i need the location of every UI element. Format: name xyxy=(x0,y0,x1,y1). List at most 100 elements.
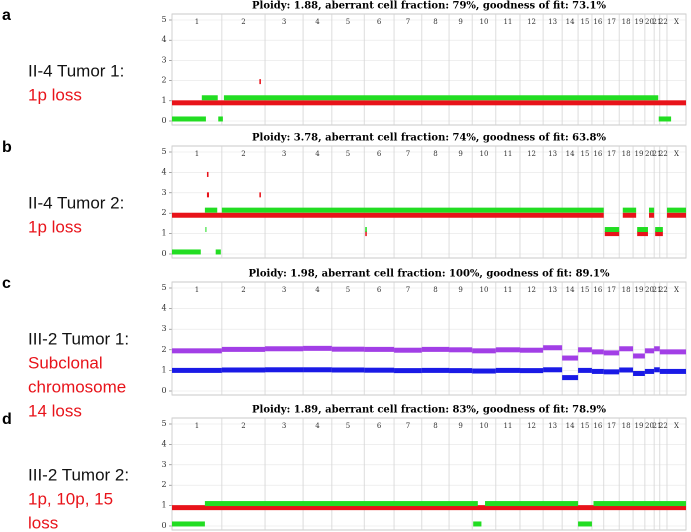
y-tick-label: 4 xyxy=(161,439,166,448)
copy-number-segment xyxy=(644,368,655,374)
chromosome-label: 7 xyxy=(406,150,410,158)
chromosome-label: 22 xyxy=(659,18,668,26)
chromosome-label: 5 xyxy=(346,150,350,158)
chromosome-label: 14 xyxy=(566,18,575,26)
chromosome-label: 2 xyxy=(241,422,245,430)
plot-frame xyxy=(171,13,687,126)
chromosome-label: X xyxy=(674,18,679,26)
copy-number-segment xyxy=(331,346,365,352)
y-tick-label: 4 xyxy=(161,167,166,176)
copy-number-segment xyxy=(364,367,395,373)
y-tick-label: 0 xyxy=(161,386,166,395)
chromosome-label: 14 xyxy=(566,422,575,430)
copy-number-segment xyxy=(365,231,367,237)
chromosome-label: 16 xyxy=(593,18,602,26)
copy-number-segment xyxy=(654,346,660,352)
copy-number-segment xyxy=(637,231,648,237)
y-tick-label: 5 xyxy=(161,283,166,292)
chromosome-label: 3 xyxy=(282,286,286,294)
copy-number-segment xyxy=(666,349,686,355)
copy-number-segment xyxy=(206,192,210,198)
chromosome-label: 8 xyxy=(433,422,437,430)
panel-letter: a xyxy=(2,7,11,24)
copy-number-segment xyxy=(204,501,478,507)
copy-number-segment xyxy=(666,212,686,218)
copy-number-segment xyxy=(394,368,422,374)
chromosome-label: 9 xyxy=(458,150,462,158)
chromosome-label: 16 xyxy=(593,422,602,430)
chromosome-label: 18 xyxy=(622,18,631,26)
copy-number-segment xyxy=(648,212,655,218)
y-tick-label: 2 xyxy=(161,208,166,217)
copy-number-segment xyxy=(473,521,482,527)
chromosome-label: 6 xyxy=(377,422,382,430)
sample-label: II-4 Tumor 2: xyxy=(28,193,124,212)
copy-number-segment xyxy=(205,227,207,233)
copy-number-segment xyxy=(172,505,686,511)
copy-number-segment xyxy=(215,249,221,255)
copy-number-segment xyxy=(633,370,645,376)
copy-number-segment xyxy=(562,375,579,381)
copy-number-segment xyxy=(543,367,563,373)
y-tick-label: 3 xyxy=(161,460,166,469)
chromosome-label: 5 xyxy=(346,422,350,430)
y-tick-label: 2 xyxy=(161,76,166,85)
chromosome-label: 22 xyxy=(659,422,668,430)
chromosome-label: 21 xyxy=(652,422,661,430)
copy-number-segment xyxy=(644,348,655,354)
copy-number-segment xyxy=(666,207,686,213)
y-tick-label: 4 xyxy=(161,304,166,313)
y-tick-label: 5 xyxy=(161,419,166,428)
sample-label: III-2 Tumor 1: xyxy=(28,329,129,348)
copy-number-segment xyxy=(562,355,579,361)
copy-number-segment xyxy=(172,249,201,255)
finding-label: 1p loss xyxy=(28,217,82,236)
chromosome-label: 22 xyxy=(659,286,668,294)
y-tick-label: 1 xyxy=(161,501,166,510)
copy-number-segment xyxy=(172,212,604,218)
copy-number-segment xyxy=(619,367,634,373)
chromosome-label: 17 xyxy=(607,286,616,294)
copy-number-segment xyxy=(485,501,579,507)
chromosome-label: 4 xyxy=(315,286,320,294)
chromosome-label: 10 xyxy=(480,150,489,158)
copy-number-segment xyxy=(449,368,473,374)
chart-title: Ploidy: 1.88, aberrant cell fraction: 79… xyxy=(252,1,606,12)
copy-number-segment xyxy=(655,231,663,237)
copy-number-segment xyxy=(654,367,660,373)
y-tick-label: 3 xyxy=(161,55,166,64)
chromosome-label: X xyxy=(674,286,679,294)
copy-number-segment xyxy=(364,346,395,352)
copy-number-segment xyxy=(604,231,620,237)
finding-label: 1p loss xyxy=(28,85,82,104)
copy-number-segment xyxy=(666,368,686,374)
chromosome-label: 15 xyxy=(581,422,590,430)
chromosome-label: 13 xyxy=(548,150,557,158)
copy-number-segment xyxy=(201,95,218,101)
chromosome-label: 9 xyxy=(458,18,462,26)
chromosome-label: 18 xyxy=(622,150,631,158)
chromosome-label: 17 xyxy=(607,422,616,430)
copy-number-segment xyxy=(543,345,563,351)
copy-number-segment xyxy=(223,95,659,101)
copy-number-segment xyxy=(172,116,206,122)
chromosome-label: 6 xyxy=(377,286,382,294)
chart-title: Ploidy: 1.89, aberrant cell fraction: 83… xyxy=(252,405,606,416)
chromosome-label: 2 xyxy=(241,18,245,26)
copy-number-segment xyxy=(658,116,672,122)
copy-number-segment xyxy=(519,347,544,353)
plot-frame xyxy=(171,281,687,396)
copy-number-segment xyxy=(365,227,367,233)
chromosome-label: 21 xyxy=(652,18,661,26)
copy-number-segment xyxy=(578,367,592,373)
copy-number-segment xyxy=(206,171,209,177)
y-tick-label: 3 xyxy=(161,324,166,333)
chromosome-label: X xyxy=(674,150,679,158)
finding-label: loss xyxy=(28,513,58,532)
chromosome-label: 12 xyxy=(527,286,536,294)
chromosome-label: 1 xyxy=(195,422,199,430)
chromosome-label: 1 xyxy=(195,150,199,158)
y-tick-label: 4 xyxy=(161,35,166,44)
chromosome-label: 6 xyxy=(377,18,382,26)
copy-number-segment xyxy=(603,369,620,375)
